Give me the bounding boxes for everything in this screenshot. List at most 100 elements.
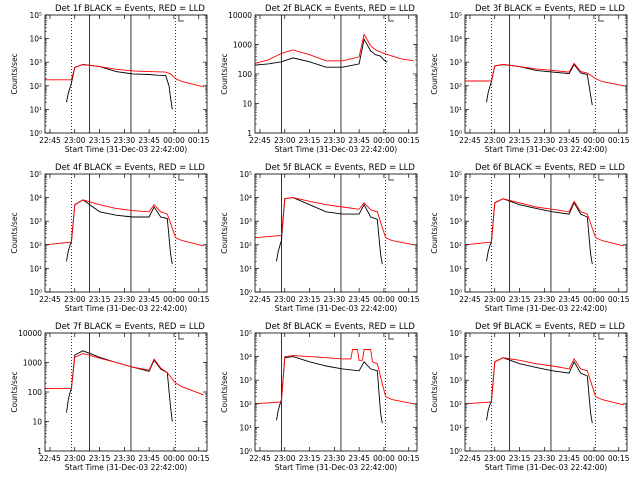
y-tick-label: 10⁵	[449, 11, 462, 20]
axes-frame	[254, 332, 418, 452]
x-tick-label: 23:30	[534, 136, 556, 145]
x-tick-label: 23:30	[114, 136, 136, 145]
plot-area	[465, 333, 624, 451]
series-line-events	[486, 63, 593, 106]
axes-frame	[44, 173, 208, 293]
series-line-lld	[255, 33, 414, 64]
x-tick-label: 00:00	[373, 295, 395, 304]
y-tick-label: 10⁴	[449, 35, 462, 44]
x-tick-label: 00:15	[608, 454, 630, 463]
y-tick-label: 1	[247, 129, 252, 138]
y-axis-label: Counts/sec	[430, 212, 439, 253]
y-tick-label: 10⁴	[239, 194, 252, 203]
axes-frame	[464, 173, 628, 293]
x-tick-label: 22:45	[459, 454, 481, 463]
chart-title: Det 7f BLACK = Events, RED = LLD	[55, 322, 205, 332]
x-tick-label: 22:45	[39, 454, 61, 463]
chart-panel-4: Det 4f BLACK = Events, RED = LLD 10⁰ 10¹ 10…	[10, 163, 210, 313]
x-tick-label: 23:00	[64, 136, 86, 145]
y-tick-label: 10000	[228, 11, 252, 20]
y-tick-label: 10¹	[449, 264, 462, 273]
chart-title: Det 3f BLACK = Events, RED = LLD	[475, 4, 625, 14]
series-line-events	[66, 64, 173, 110]
x-axis-label: Start Time (31-Dec-03 22:42:00)	[65, 304, 187, 313]
series-line-lld	[255, 349, 414, 405]
x-tick-label: 23:00	[484, 295, 506, 304]
corner-marker	[388, 333, 394, 340]
y-tick-label: 10³	[29, 58, 42, 67]
plot-area	[465, 174, 624, 292]
x-axis-label: Start Time (31-Dec-03 22:42:00)	[275, 304, 397, 313]
y-axis-label: Counts/sec	[10, 53, 19, 94]
axes-frame	[44, 332, 208, 452]
chart-panel-1: Det 1f BLACK = Events, RED = LLD 10⁰ 10¹ 10…	[10, 4, 210, 154]
series-line-lld	[465, 198, 624, 247]
x-tick-label: 23:00	[274, 295, 296, 304]
plot-area	[255, 174, 414, 292]
y-tick-label: 10⁰	[449, 129, 462, 138]
corner-marker	[178, 174, 184, 181]
x-tick-label: 22:45	[249, 295, 271, 304]
chart-panel-2: Det 2f BLACK = Events, RED = LLD 1 10 100 10…	[220, 4, 420, 154]
y-tick-label: 10000	[18, 329, 42, 338]
x-tick-label: 23:15	[299, 136, 321, 145]
x-tick-label: 23:15	[299, 454, 321, 463]
chart-title: Det 8f BLACK = Events, RED = LLD	[265, 322, 415, 332]
x-tick-label: 00:15	[608, 136, 630, 145]
corner-marker	[388, 174, 394, 181]
series-line-events	[66, 350, 173, 422]
chart-panel-6: Det 6f BLACK = Events, RED = LLD 10⁰ 10¹ 10…	[430, 163, 630, 313]
x-tick-label: 00:15	[398, 454, 420, 463]
x-tick-label: 23:45	[348, 295, 370, 304]
x-tick-label: 23:00	[484, 454, 506, 463]
x-tick-label: 00:00	[163, 295, 185, 304]
y-tick-label: 10²	[239, 400, 252, 409]
y-tick-label: 10	[242, 100, 252, 109]
series-line-lld	[465, 357, 624, 406]
x-tick-label: 00:15	[608, 295, 630, 304]
y-tick-label: 10¹	[29, 264, 42, 273]
x-axis-label: Start Time (31-Dec-03 22:42:00)	[485, 304, 607, 313]
corner-marker	[388, 15, 394, 22]
series-line-events	[486, 198, 593, 265]
y-tick-label: 10⁴	[449, 194, 462, 203]
x-tick-label: 00:00	[373, 454, 395, 463]
y-tick-label: 10¹	[449, 423, 462, 432]
x-axis-label: Start Time (31-Dec-03 22:42:00)	[275, 145, 397, 154]
y-tick-label: 10³	[29, 217, 42, 226]
x-tick-label: 23:45	[348, 136, 370, 145]
x-tick-label: 23:45	[348, 454, 370, 463]
series-line-events	[276, 356, 383, 424]
series-line-lld	[45, 353, 204, 396]
y-tick-label: 10⁰	[239, 288, 252, 297]
y-tick-label: 10⁰	[239, 447, 252, 456]
y-tick-label: 10⁵	[449, 329, 462, 338]
chart-title: Det 1f BLACK = Events, RED = LLD	[55, 4, 205, 14]
chart-title: Det 4f BLACK = Events, RED = LLD	[55, 163, 205, 173]
y-tick-label: 10	[32, 418, 42, 427]
axes-frame	[254, 14, 418, 134]
x-tick-label: 23:00	[64, 295, 86, 304]
chart-title: Det 6f BLACK = Events, RED = LLD	[475, 163, 625, 173]
y-tick-label: 10⁴	[239, 353, 252, 362]
y-tick-label: 10¹	[239, 423, 252, 432]
x-tick-label: 23:45	[558, 454, 580, 463]
chart-panel-7: Det 7f BLACK = Events, RED = LLD 1 10 100 10…	[10, 322, 210, 472]
x-tick-label: 23:15	[299, 295, 321, 304]
corner-marker	[598, 174, 604, 181]
chart-title: Det 2f BLACK = Events, RED = LLD	[265, 4, 415, 14]
y-tick-label: 10⁵	[29, 11, 42, 20]
y-tick-label: 10²	[29, 241, 42, 250]
y-tick-label: 10⁰	[29, 288, 42, 297]
y-tick-label: 10²	[449, 400, 462, 409]
chart-panel-3: Det 3f BLACK = Events, RED = LLD 10⁰ 10¹ 10…	[430, 4, 630, 154]
x-tick-label: 00:15	[398, 136, 420, 145]
x-tick-label: 23:30	[324, 454, 346, 463]
y-tick-label: 100	[238, 70, 253, 79]
plot-area	[45, 174, 204, 292]
x-tick-label: 22:45	[249, 136, 271, 145]
y-tick-label: 10²	[449, 241, 462, 250]
series-line-lld	[465, 62, 624, 87]
x-tick-label: 23:30	[114, 454, 136, 463]
